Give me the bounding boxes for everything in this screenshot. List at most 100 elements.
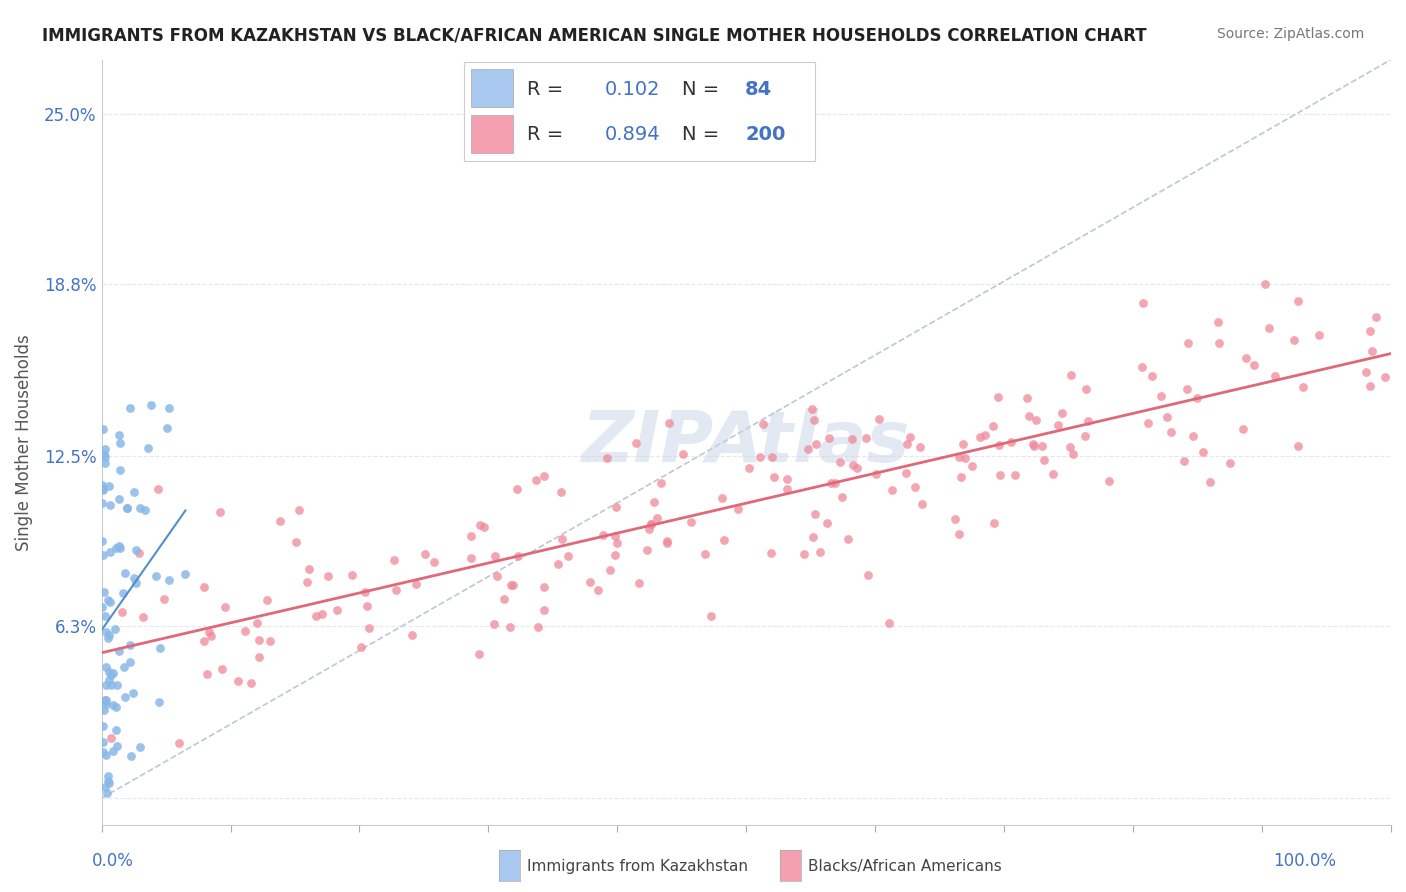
Point [797, 442, 820, 457]
Point [474, 520, 496, 534]
Point [97, 593, 120, 607]
Point [98, 595, 121, 609]
Point [603, 529, 626, 543]
Point [209, 505, 232, 519]
Point [149, 641, 172, 656]
Point [100, 678, 122, 692]
Point [96, 786, 118, 800]
Point [96, 625, 118, 640]
Point [499, 578, 522, 592]
Point [960, 458, 983, 473]
Point [128, 546, 150, 560]
Point [125, 542, 148, 557]
Point [259, 634, 281, 648]
Point [93, 694, 115, 708]
Point [91, 477, 114, 491]
Point [256, 593, 278, 607]
Point [94, 660, 117, 674]
Point [808, 545, 831, 559]
Text: R =: R = [527, 125, 564, 144]
Point [467, 648, 489, 662]
Point [943, 511, 966, 525]
Point [865, 467, 887, 481]
Point [247, 633, 270, 648]
Point [1175, 382, 1198, 396]
Point [1047, 418, 1070, 433]
Point [801, 402, 824, 417]
Point [311, 607, 333, 621]
Point [98, 545, 121, 559]
Point [174, 567, 197, 582]
Point [856, 567, 879, 582]
Point [533, 602, 555, 616]
Point [359, 621, 381, 635]
Point [599, 563, 621, 577]
Point [122, 686, 145, 700]
Text: R =: R = [527, 80, 564, 99]
Point [1137, 416, 1160, 430]
Point [1062, 447, 1084, 461]
Text: N =: N = [682, 125, 718, 144]
Point [247, 649, 270, 664]
Point [710, 491, 733, 506]
Point [1160, 425, 1182, 439]
Point [1076, 382, 1098, 396]
Text: ZIPAtlas: ZIPAtlas [582, 408, 911, 477]
Point [288, 503, 311, 517]
Point [94, 697, 117, 711]
Point [953, 451, 976, 466]
Point [484, 549, 506, 564]
Point [1042, 467, 1064, 481]
Y-axis label: Single Mother Households: Single Mother Households [15, 334, 32, 551]
Point [91, 735, 114, 749]
Point [761, 546, 783, 560]
Point [136, 442, 159, 456]
Point [120, 655, 142, 669]
Point [108, 435, 131, 450]
Point [91, 719, 114, 733]
Point [1185, 392, 1208, 406]
Point [713, 533, 735, 547]
Point [1130, 360, 1153, 375]
Point [460, 551, 482, 566]
Point [837, 532, 859, 546]
Point [763, 470, 786, 484]
Point [1358, 379, 1381, 393]
Point [1286, 439, 1309, 453]
Point [91, 549, 114, 563]
Point [1374, 370, 1396, 384]
Point [94, 450, 117, 464]
Point [1031, 439, 1053, 453]
Point [842, 458, 865, 473]
Point [1132, 296, 1154, 310]
Point [910, 497, 932, 511]
Point [193, 580, 215, 594]
Point [98, 673, 121, 687]
Point [880, 483, 903, 498]
Point [356, 599, 378, 613]
Point [114, 690, 136, 704]
Point [105, 678, 128, 692]
Point [672, 447, 695, 461]
Point [91, 481, 114, 495]
Point [681, 516, 703, 530]
Point [122, 571, 145, 585]
Point [239, 675, 262, 690]
Point [105, 739, 128, 753]
Point [596, 450, 619, 465]
Point [547, 557, 569, 571]
Point [146, 482, 169, 496]
Text: Immigrants from Kazakhstan: Immigrants from Kazakhstan [527, 859, 748, 873]
Point [124, 485, 146, 500]
Point [195, 667, 218, 681]
Point [193, 634, 215, 648]
Point [803, 413, 825, 427]
Point [145, 569, 167, 583]
Point [1018, 409, 1040, 423]
Point [752, 417, 775, 431]
Point [482, 616, 505, 631]
Point [846, 461, 869, 475]
Point [97, 769, 120, 783]
Point [655, 535, 678, 549]
Point [952, 436, 974, 450]
